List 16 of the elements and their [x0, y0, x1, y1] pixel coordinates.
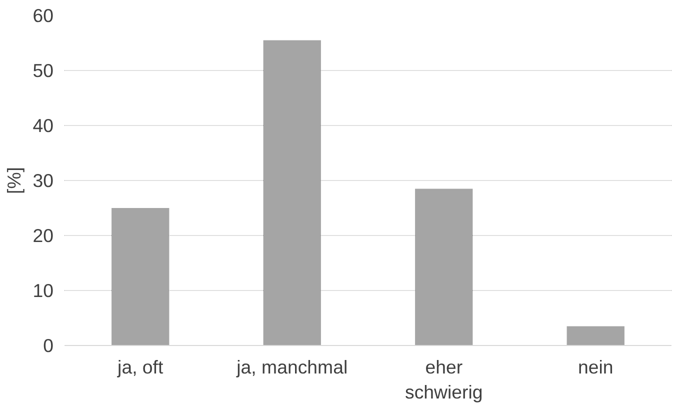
y-tick-label: 0 — [43, 335, 54, 356]
x-tick-label: nein — [578, 356, 614, 378]
y-tick-label: 50 — [32, 60, 54, 81]
y-tick-label: 10 — [32, 280, 54, 301]
bar — [566, 326, 624, 346]
y-tick-label: 60 — [32, 5, 54, 26]
y-tick-label: 30 — [32, 170, 54, 191]
y-tick-label: 40 — [32, 115, 54, 136]
x-tick-label: ja, manchmal — [236, 356, 348, 378]
y-tick-label: 20 — [32, 225, 54, 246]
x-tick-label: ja, oft — [116, 356, 164, 378]
bar — [112, 208, 170, 346]
bar — [415, 188, 473, 346]
x-tick-label: eher schwierig — [404, 356, 483, 403]
y-axis-title: [%] — [4, 167, 25, 194]
bar — [263, 40, 321, 346]
